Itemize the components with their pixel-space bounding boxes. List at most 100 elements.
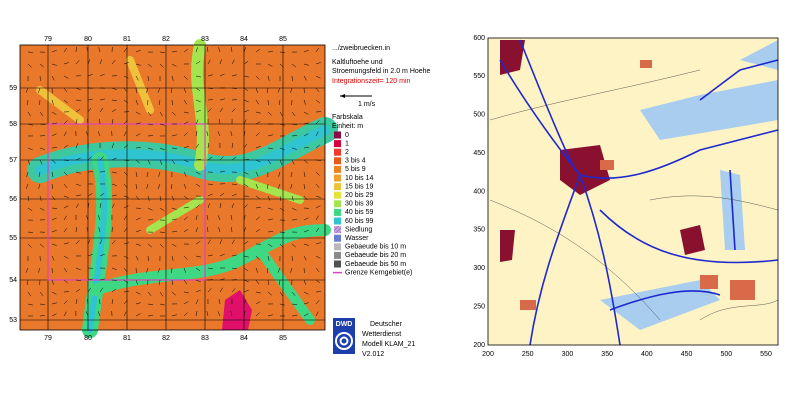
y-tick-label: 250 — [473, 303, 485, 310]
flow-arrow — [135, 122, 141, 125]
flow-arrow — [147, 159, 151, 165]
left-grid-label: 54 — [9, 277, 17, 284]
flow-arrow — [39, 195, 42, 201]
flow-arrow — [51, 75, 55, 81]
flow-arrow — [171, 218, 177, 221]
flow-arrow — [183, 48, 189, 53]
flow-arrow — [147, 147, 153, 150]
flow-arrow — [39, 207, 45, 211]
flow-arrow — [183, 159, 189, 163]
flow-arrow — [111, 108, 117, 113]
flow-arrow — [230, 131, 233, 137]
flow-arrow — [303, 255, 307, 261]
legend-label: 3 bis 4 — [345, 158, 366, 165]
flow-arrow — [303, 183, 305, 189]
flow-arrow — [231, 87, 237, 90]
flow-arrow — [231, 227, 233, 233]
flow-arrow — [135, 159, 140, 164]
flow-arrow — [27, 243, 32, 248]
flow-arrow — [207, 47, 209, 53]
logo-line: Wetterdienst — [362, 331, 401, 338]
right-map — [487, 37, 779, 346]
flow-arrow — [219, 98, 225, 101]
flow-arrow — [159, 207, 165, 211]
x-tick-label: 350 — [601, 351, 613, 358]
flow-arrow — [183, 87, 186, 93]
legend-swatch — [334, 191, 341, 199]
flow-arrow — [291, 159, 295, 165]
flow-arrow — [315, 99, 321, 104]
legend-label: 10 bis 14 — [345, 175, 374, 182]
legend-swatch — [334, 157, 341, 165]
flow-arrow — [135, 111, 141, 115]
flow-arrow — [230, 215, 233, 221]
y-tick-label: 350 — [473, 227, 485, 234]
legend-label: 60 bis 99 — [345, 218, 374, 225]
flow-arrow — [243, 158, 249, 161]
x-tick-label: 300 — [562, 351, 574, 358]
flow-arrow — [63, 205, 69, 209]
flow-arrow — [218, 119, 221, 125]
flow-arrow — [99, 98, 105, 101]
bottom-grid-label: 81 — [123, 335, 131, 342]
flow-arrow — [243, 255, 249, 258]
flow-arrow — [27, 231, 33, 233]
flow-arrow — [231, 193, 237, 197]
flow-arrow — [279, 51, 285, 53]
flow-arrow — [255, 195, 261, 200]
flow-arrow — [195, 60, 201, 65]
flow-arrow — [171, 195, 175, 201]
flow-arrow — [171, 231, 177, 233]
flow-arrow — [183, 75, 188, 80]
flow-arrow — [278, 99, 281, 105]
flow-arrow — [51, 195, 56, 201]
flow-arrow — [267, 134, 273, 137]
legend-label: 2 — [345, 149, 349, 156]
flow-arrow — [231, 239, 235, 245]
flow-arrow — [207, 183, 213, 185]
flow-arrow — [171, 147, 177, 149]
flow-arrow — [279, 303, 285, 306]
flow-arrow — [303, 229, 309, 233]
flow-arrow — [315, 311, 319, 317]
flow-arrow — [87, 254, 93, 257]
flow-arrow — [159, 243, 164, 248]
flow-arrow — [171, 207, 177, 210]
flow-arrow — [183, 206, 189, 209]
flow-arrow — [279, 111, 283, 117]
flow-arrow — [291, 243, 296, 248]
flow-arrow — [159, 147, 165, 151]
flow-arrow — [290, 171, 293, 177]
flow-arrow — [159, 63, 164, 68]
flow-arrow — [147, 111, 152, 117]
flow-arrow — [315, 87, 320, 93]
flow-arrow — [267, 291, 272, 296]
flow-arrow — [255, 267, 258, 273]
bottom-grid-label: 83 — [201, 335, 209, 342]
flow-arrow — [98, 215, 101, 221]
unit: Einheit: m — [332, 123, 363, 130]
y-tick-label: 400 — [473, 188, 485, 195]
flow-arrow — [63, 195, 69, 198]
flow-arrow — [51, 122, 57, 125]
flow-arrow — [315, 144, 321, 149]
flow-arrow — [267, 51, 273, 53]
logo-spiral — [339, 336, 349, 346]
flow-arrow — [146, 171, 149, 177]
flow-arrow — [231, 288, 236, 293]
flow-arrow — [183, 145, 189, 149]
flow-arrow — [195, 110, 201, 113]
legend-swatch — [334, 140, 341, 148]
flow-arrow — [267, 243, 273, 247]
flow-arrow — [315, 242, 321, 245]
flow-arrow — [219, 59, 222, 65]
flow-arrow — [279, 147, 285, 151]
flow-arrow — [87, 193, 93, 197]
flow-arrow — [255, 206, 261, 209]
y-tick-label: 300 — [473, 265, 485, 272]
legend-label: 20 bis 29 — [345, 192, 374, 199]
flow-arrow — [38, 267, 41, 273]
flow-arrow — [183, 99, 188, 105]
flow-arrow — [75, 299, 78, 305]
